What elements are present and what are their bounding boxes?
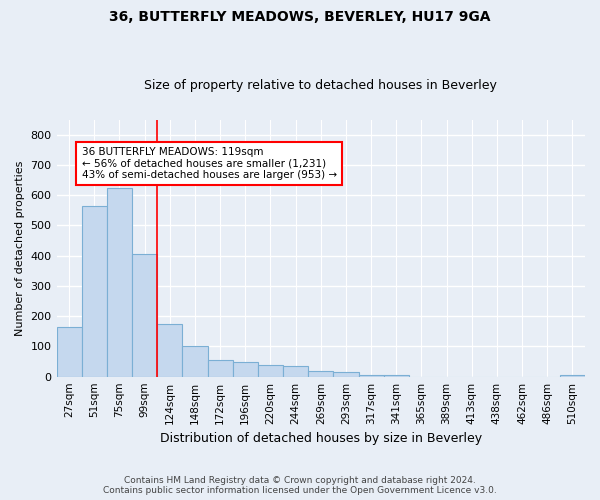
Bar	[383, 375, 409, 376]
Bar	[107, 188, 132, 376]
Bar	[56, 327, 82, 376]
Bar	[359, 375, 383, 376]
Bar	[308, 370, 334, 376]
Bar	[157, 324, 182, 376]
Bar	[132, 254, 157, 376]
Bar	[334, 372, 359, 376]
Y-axis label: Number of detached properties: Number of detached properties	[15, 160, 25, 336]
Title: Size of property relative to detached houses in Beverley: Size of property relative to detached ho…	[145, 79, 497, 92]
Bar	[82, 206, 107, 376]
Bar	[283, 366, 308, 376]
Text: Contains HM Land Registry data © Crown copyright and database right 2024.
Contai: Contains HM Land Registry data © Crown c…	[103, 476, 497, 495]
Text: 36, BUTTERFLY MEADOWS, BEVERLEY, HU17 9GA: 36, BUTTERFLY MEADOWS, BEVERLEY, HU17 9G…	[109, 10, 491, 24]
Bar	[233, 362, 258, 376]
Bar	[208, 360, 233, 376]
Bar	[258, 364, 283, 376]
Bar	[560, 375, 585, 376]
Text: 36 BUTTERFLY MEADOWS: 119sqm
← 56% of detached houses are smaller (1,231)
43% of: 36 BUTTERFLY MEADOWS: 119sqm ← 56% of de…	[82, 147, 337, 180]
Bar	[182, 346, 208, 376]
X-axis label: Distribution of detached houses by size in Beverley: Distribution of detached houses by size …	[160, 432, 482, 445]
